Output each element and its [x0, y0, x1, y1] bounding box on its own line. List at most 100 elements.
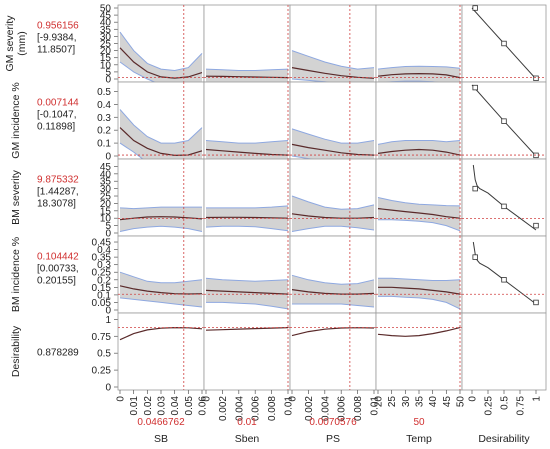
x-tick-label: 0.006	[251, 396, 262, 421]
panel-content	[204, 313, 290, 390]
upper-bound-line	[119, 31, 203, 72]
confidence-band	[206, 205, 288, 231]
confidence-band	[120, 207, 202, 232]
y-tick-label: 20	[100, 199, 112, 210]
profile-panel	[375, 81, 463, 160]
panel-content	[290, 5, 376, 82]
prediction-curve	[205, 327, 289, 331]
factor-label: Temp	[406, 433, 432, 445]
x-tick-label: 25	[387, 396, 398, 408]
response-label: Desirability	[10, 325, 22, 377]
profile-panel	[203, 158, 291, 237]
predicted-value: 0.878289	[37, 348, 79, 359]
confidence-interval: [0.00733,	[37, 264, 79, 275]
desirability-function	[472, 164, 537, 231]
upper-bound-line	[291, 195, 375, 210]
response-label: GM severity	[4, 15, 16, 72]
y-tick-label: 0.05	[92, 298, 112, 309]
desirability-handle	[533, 299, 539, 306]
x-tick-label: 40	[428, 396, 439, 408]
x-tick-label: 0	[116, 396, 127, 402]
confidence-band	[120, 109, 202, 159]
prediction-curve	[378, 286, 461, 295]
profile-panel	[289, 235, 377, 314]
upper-bound-line	[206, 205, 289, 209]
factor-current-value: 50	[413, 417, 425, 428]
x-axis-desirability: 0 0.25 0.5 0.75 1 Desirability	[468, 390, 543, 445]
confidence-interval: 11.8507]	[37, 45, 75, 56]
upper-bound-line	[205, 140, 289, 144]
upper-bound-line	[291, 274, 375, 285]
confidence-band	[292, 128, 374, 159]
upper-bound-line	[377, 197, 461, 207]
y-tick-label: 10	[100, 60, 112, 71]
x-tick-label: 0	[468, 396, 479, 402]
predicted-value: 0.007144	[37, 98, 79, 109]
y-tick-label: 25	[100, 192, 112, 203]
x-tick-label: 0.01	[370, 396, 381, 416]
x-axis-sb: 0 0.01 0.02 0.03 0.04 0.05 0.06 0.0466762 SB	[116, 390, 209, 445]
y-tick-label: 0.3	[97, 113, 111, 124]
y-axis-ticks: 0 0.25 0.5 0.75 1	[92, 315, 118, 394]
x-tick-label: 0.01	[284, 396, 295, 416]
y-tick-label: 0.5	[97, 87, 111, 98]
upper-bound-line	[377, 140, 461, 145]
desirability-panel	[461, 158, 547, 237]
prediction-curve	[291, 67, 375, 79]
panel-content	[118, 159, 204, 236]
x-tick-label: 0.004	[234, 396, 245, 421]
response-label: BM incidence %	[10, 237, 22, 312]
predicted-value: 9.875332	[37, 175, 79, 186]
factor-label: SB	[154, 433, 168, 445]
factor-label: Sben	[235, 433, 260, 445]
y-tick-label: 30	[100, 184, 112, 195]
y-tick-label: 45	[100, 162, 112, 173]
predicted-value: 0.956156	[37, 21, 79, 32]
x-tick-label: 0.008	[353, 396, 364, 421]
x-axis-sben: 0 0.002 0.004 0.006 0.008 0.01 0.01 Sben	[202, 390, 295, 445]
profile-panel	[117, 4, 205, 83]
y-tick-label: 30	[100, 32, 112, 43]
y-tick-label: 0.25	[92, 366, 112, 377]
y-tick-label: 0.1	[97, 290, 111, 301]
y-tick-label: 0	[105, 75, 111, 86]
x-tick-label: 0.25	[484, 396, 495, 416]
panel-content	[376, 159, 462, 236]
prediction-curve	[119, 47, 203, 79]
y-tick-label: 1	[105, 315, 111, 326]
upper-bound-line	[291, 50, 375, 70]
prediction-curve	[119, 326, 203, 341]
response-label: GM incidence %	[10, 82, 22, 158]
factor-current-value: 0.0070576	[309, 417, 357, 428]
panel-frame	[461, 312, 547, 391]
y-tick-label: 0.4	[97, 100, 111, 111]
panel-content	[204, 236, 290, 313]
desirability-handle	[501, 40, 507, 47]
y-tick-label: 0.45	[92, 238, 112, 249]
upper-bound-line	[119, 271, 203, 284]
predicted-value: 0.104442	[37, 252, 79, 263]
profile-panel	[375, 4, 463, 83]
y-tick-label: 0	[105, 383, 111, 394]
desirability-axis-label: Desirability	[478, 433, 530, 445]
desirability-handle	[533, 75, 539, 81]
desirability-handle	[472, 254, 478, 260]
panel-content	[376, 82, 462, 159]
y-tick-label: 5	[105, 221, 111, 232]
y-tick-label: 0.4	[97, 245, 111, 256]
desirability-panel	[461, 81, 547, 160]
panel-frame	[203, 312, 291, 391]
prediction-curve	[205, 148, 289, 156]
prediction-curve	[205, 216, 289, 219]
desirability-handle	[472, 84, 478, 91]
y-axis-ticks: 0 0.1 0.2 0.3 0.4 0.5	[97, 87, 118, 163]
prediction-curve	[291, 289, 375, 295]
profile-panel	[289, 4, 377, 83]
prediction-curve	[119, 127, 203, 157]
prediction-curve	[119, 285, 203, 295]
y-tick-label: 0.2	[97, 126, 111, 137]
y-tick-label: 0.15	[92, 283, 112, 294]
confidence-interval: 18.3078]	[37, 199, 76, 210]
